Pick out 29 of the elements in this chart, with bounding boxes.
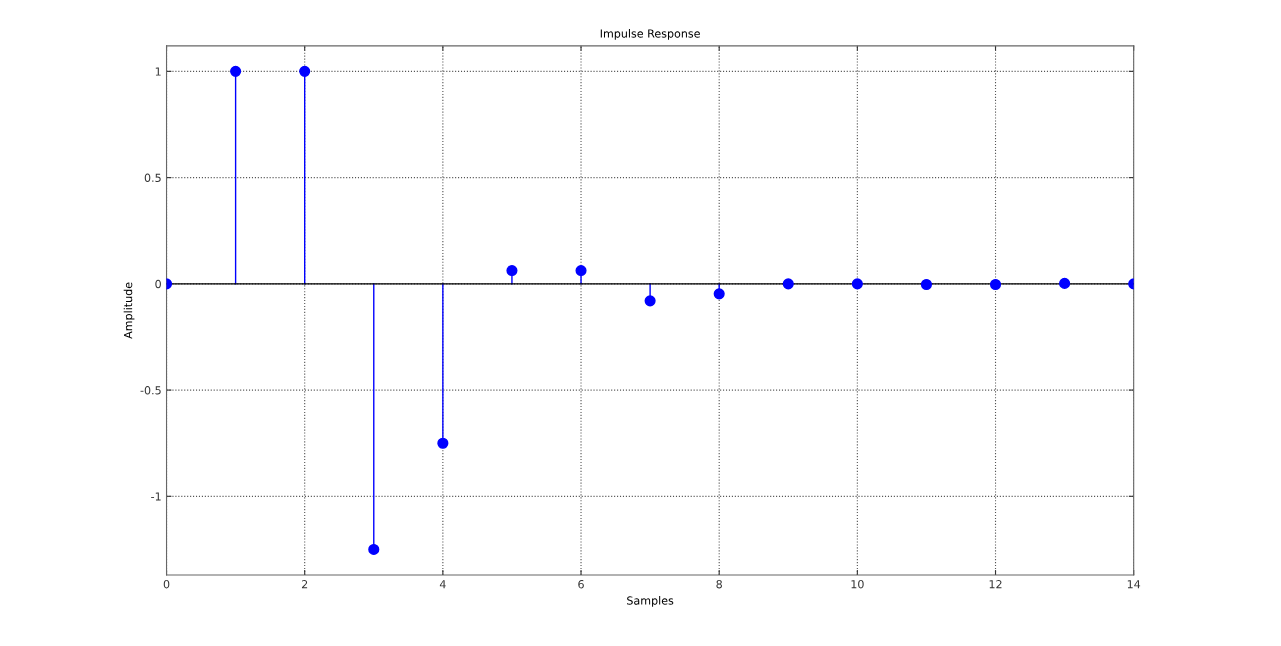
y-tick-label: 1 — [155, 67, 161, 76]
point — [713, 288, 725, 300]
x-tick-label: 4 — [439, 580, 446, 589]
point — [989, 278, 1002, 291]
point — [575, 265, 587, 277]
point — [437, 437, 449, 449]
point — [782, 278, 794, 290]
x-tick-label: 2 — [301, 580, 308, 589]
chart-title: Impulse Response — [600, 29, 700, 40]
point — [506, 265, 518, 277]
y-tick-label: 0.5 — [144, 173, 161, 182]
y-tick-label: -1 — [151, 492, 161, 501]
point — [851, 278, 863, 290]
y-axis-title: Amplitude — [123, 282, 135, 339]
y-tick-label: 0 — [155, 279, 161, 289]
point — [644, 295, 656, 307]
point — [368, 543, 380, 555]
y-tick-label: -0.5 — [140, 386, 161, 395]
point — [230, 65, 242, 77]
x-tick-label: 14 — [1127, 580, 1141, 589]
point — [920, 278, 932, 291]
x-tick-label: 6 — [578, 580, 584, 589]
point — [1059, 277, 1071, 289]
x-tick-label: 8 — [716, 580, 722, 589]
x-tick-label: 12 — [989, 580, 1002, 589]
point — [299, 65, 311, 77]
x-tick-label: 10 — [851, 580, 864, 589]
x-axis-title: Samples — [627, 596, 674, 607]
x-tick-label: 0 — [163, 580, 170, 589]
